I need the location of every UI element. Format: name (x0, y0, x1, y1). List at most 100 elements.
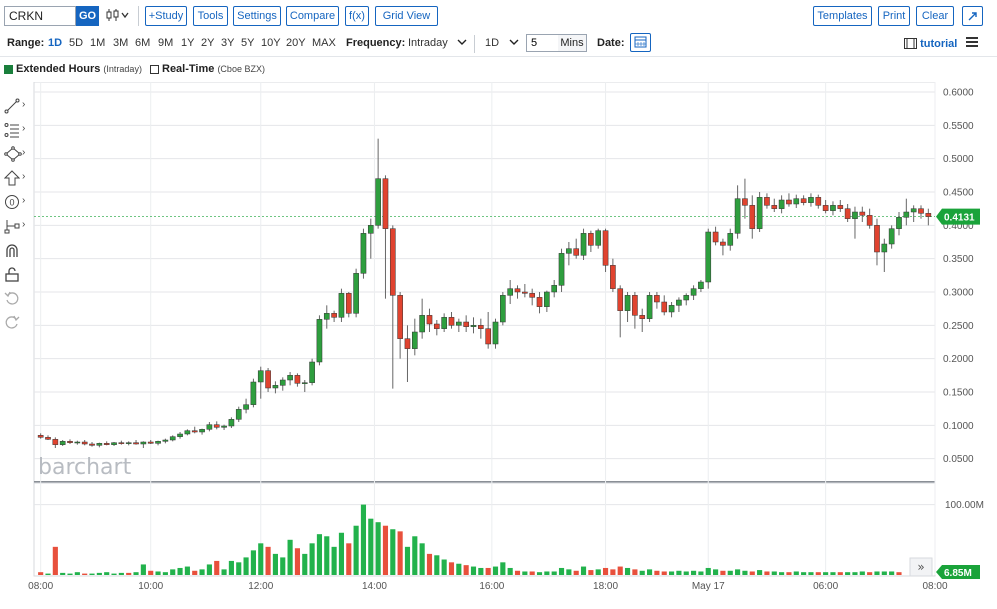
volume-bar (779, 572, 785, 575)
frequency-select[interactable]: Intraday (408, 37, 467, 49)
measure-tool[interactable]: › (2, 218, 30, 236)
volume-bar (162, 572, 168, 575)
volume-bar (757, 570, 763, 575)
tutorial-link[interactable]: tutorial (904, 38, 957, 52)
candle-body (389, 228, 396, 296)
volume-bar (889, 571, 895, 575)
lock-tool[interactable] (2, 266, 30, 284)
volume-bar (441, 559, 447, 575)
add-study-button[interactable]: +Study (145, 6, 187, 26)
svg-text:0: 0 (9, 198, 14, 208)
candle (492, 318, 499, 349)
expand-icon[interactable] (962, 6, 983, 26)
candle (433, 320, 440, 336)
candle (162, 438, 169, 444)
range-3y[interactable]: 3Y (221, 37, 235, 49)
candle-body (896, 217, 902, 229)
fibonacci-icon (4, 123, 19, 138)
fibonacci-tool[interactable]: › (2, 122, 30, 140)
interval-select[interactable]: 1D (485, 37, 519, 49)
candle (111, 442, 117, 446)
range-1m[interactable]: 1M (90, 37, 106, 49)
undo-icon (4, 291, 19, 305)
templates-button[interactable]: Templates (813, 6, 872, 26)
candle (331, 310, 337, 322)
function-button[interactable]: f(x) (345, 6, 369, 26)
candle-body (96, 443, 103, 446)
chevron-right-icon: › (22, 99, 26, 110)
candle-body (331, 313, 337, 318)
candle (103, 441, 110, 446)
range-max[interactable]: MAX (312, 37, 336, 49)
candle (221, 424, 227, 430)
calendar-icon[interactable] (630, 33, 651, 52)
volume-bar (126, 572, 132, 575)
go-button[interactable]: GO (76, 6, 99, 26)
range-5y[interactable]: 5Y (241, 37, 255, 49)
candle-body (566, 248, 572, 254)
candle (720, 238, 726, 256)
range-5d[interactable]: 5D (69, 37, 84, 49)
candle (397, 292, 403, 359)
shapes-tool[interactable]: › (2, 146, 30, 164)
minutes-input[interactable] (526, 34, 559, 52)
candle-body (133, 442, 139, 445)
volume-bar (280, 557, 286, 575)
redo-tool[interactable] (2, 314, 30, 332)
candle (896, 212, 902, 236)
clear-button[interactable]: Clear (916, 6, 954, 26)
volume-bar (771, 571, 777, 575)
volume-bar (426, 553, 433, 575)
candle (485, 312, 491, 349)
candle (595, 228, 602, 249)
candle (338, 288, 345, 322)
candles-layer (37, 138, 932, 448)
print-button[interactable]: Print (878, 6, 910, 26)
volume-bar (192, 570, 198, 575)
range-label: Range: (7, 37, 45, 49)
volume-bar (375, 522, 381, 575)
volume-bar (133, 572, 139, 575)
chart-type-icon[interactable] (106, 8, 130, 25)
range-9m[interactable]: 9M (158, 37, 174, 49)
volume-bar (111, 573, 117, 575)
volume-bar (705, 567, 711, 575)
candle (925, 208, 932, 226)
candle (815, 194, 822, 209)
frequency-value: Intraday (408, 37, 448, 49)
symbol-input[interactable] (4, 6, 76, 26)
candle (155, 440, 161, 446)
range-1d[interactable]: 1D (48, 37, 63, 49)
volume-bar (845, 572, 851, 575)
range-3m[interactable]: 3M (113, 37, 129, 49)
scroll-right-button[interactable]: » (909, 557, 933, 577)
magnet-tool[interactable] (2, 242, 30, 260)
range-2y[interactable]: 2Y (201, 37, 215, 49)
range-10y[interactable]: 10Y (261, 37, 281, 49)
volume-bar (434, 555, 440, 575)
compare-button[interactable]: Compare (286, 6, 339, 26)
range-6m[interactable]: 6M (135, 37, 151, 49)
range-20y[interactable]: 20Y (286, 37, 306, 49)
settings-button[interactable]: Settings (233, 6, 281, 26)
volume-panel-frame (33, 482, 936, 577)
range-1y[interactable]: 1Y (181, 37, 195, 49)
grid-view-button[interactable]: Grid View (375, 6, 438, 26)
candle-body (580, 233, 587, 256)
price-chart[interactable]: barchart 0.60000.55000.50000.45000.40000… (0, 82, 997, 609)
undo-tool[interactable] (2, 290, 30, 308)
volume-bar (272, 553, 278, 575)
menu-icon[interactable] (966, 36, 978, 51)
trendline-tool[interactable]: › (2, 98, 30, 116)
date-label: Date: (597, 37, 625, 49)
arrow-tool[interactable]: › (2, 170, 30, 188)
tools-button[interactable]: Tools (193, 6, 228, 26)
time-tick-label: 18:00 (593, 581, 618, 592)
candle-body (837, 205, 844, 209)
time-tick-label: 08:00 (922, 581, 947, 592)
candle-body (243, 404, 249, 410)
annotation-tool[interactable]: 0 › (2, 194, 30, 212)
magnet-icon (6, 244, 18, 257)
candle-body (918, 208, 924, 214)
candle (257, 366, 264, 399)
